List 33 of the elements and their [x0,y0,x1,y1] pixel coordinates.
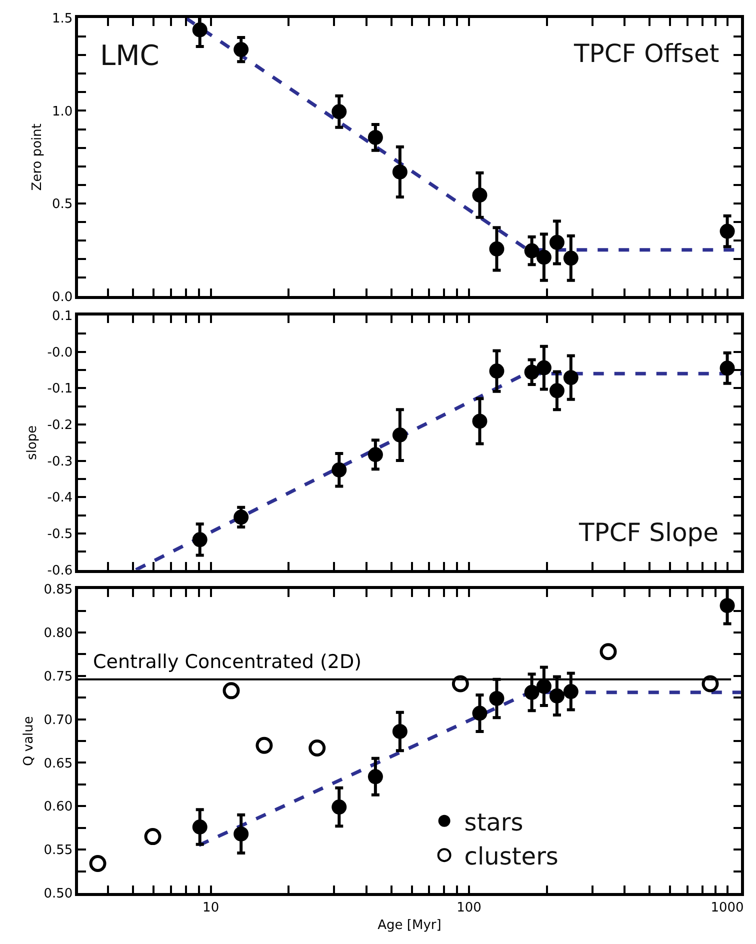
y-tick-label: 0.1 [52,309,73,324]
annotation: LMC [100,39,160,72]
annotation: TPCF Slope [578,518,718,547]
y-tick-label: 0.55 [44,843,73,858]
y-tick-label: -0.1 [47,382,73,397]
y-tick-label: 0.80 [44,626,73,642]
y-tick-label: 0.60 [44,800,73,815]
y-tick-label: 0.65 [44,756,73,772]
legend-label: stars [464,808,524,836]
y-tick-label: 0.70 [44,712,73,728]
x-axis-title: Age [Myr] [378,918,442,933]
y-tick-label: 1.5 [52,12,73,27]
y-axis-title: Zero point [30,124,45,191]
y-tick-label: -0.2 [47,418,73,434]
x-tick-label: 1000 [710,900,744,916]
y-tick-label: 0.0 [52,290,73,305]
y-tick-label: -0.6 [47,563,73,578]
y-tick-label: -0.3 [47,454,73,470]
legend-label: clusters [464,842,558,870]
y-tick-label: -0.0 [47,345,73,360]
y-tick-label: 0.50 [44,886,73,902]
y-tick-label: -0.5 [47,527,73,542]
y-tick-label: 0.75 [44,669,73,684]
y-axis-title: Q value [22,716,37,766]
y-axis-title: slope [25,425,40,460]
annotation: TPCF Offset [573,39,720,68]
y-tick-label: 0.5 [52,197,73,212]
y-tick-label: -0.4 [47,490,73,506]
x-tick-label: 10 [202,900,220,916]
y-tick-label: 1.0 [52,104,73,120]
x-tick-label: 100 [456,900,482,916]
y-tick-label: 0.85 [44,582,73,598]
ref-line-label: Centrally Concentrated (2D) [93,651,362,673]
